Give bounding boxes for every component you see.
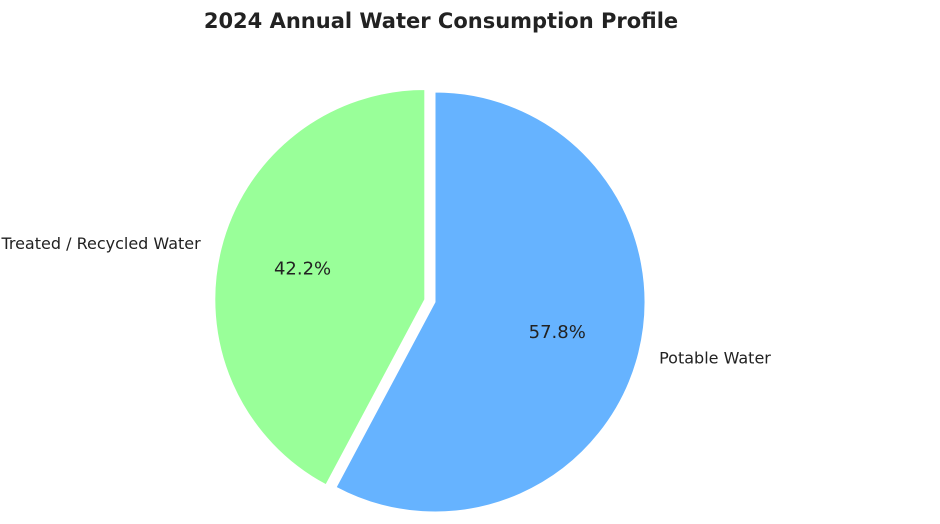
pie-slice-treated-recycled-water — [214, 88, 426, 486]
pie-slice-potable-water — [335, 91, 646, 513]
pie-labels: 42.2% Treated / Recycled Water 57.8% Potabl… — [0, 234, 771, 368]
chart-title: 2024 Annual Water Consumption Profile — [204, 9, 678, 33]
pie-slices — [214, 88, 646, 513]
pie-percent-label: 57.8% — [529, 322, 586, 343]
pie-category-label: Treated / Recycled Water — [0, 234, 201, 253]
pie-percent-label: 42.2% — [274, 258, 331, 279]
pie-category-label: Potable Water — [659, 349, 771, 368]
